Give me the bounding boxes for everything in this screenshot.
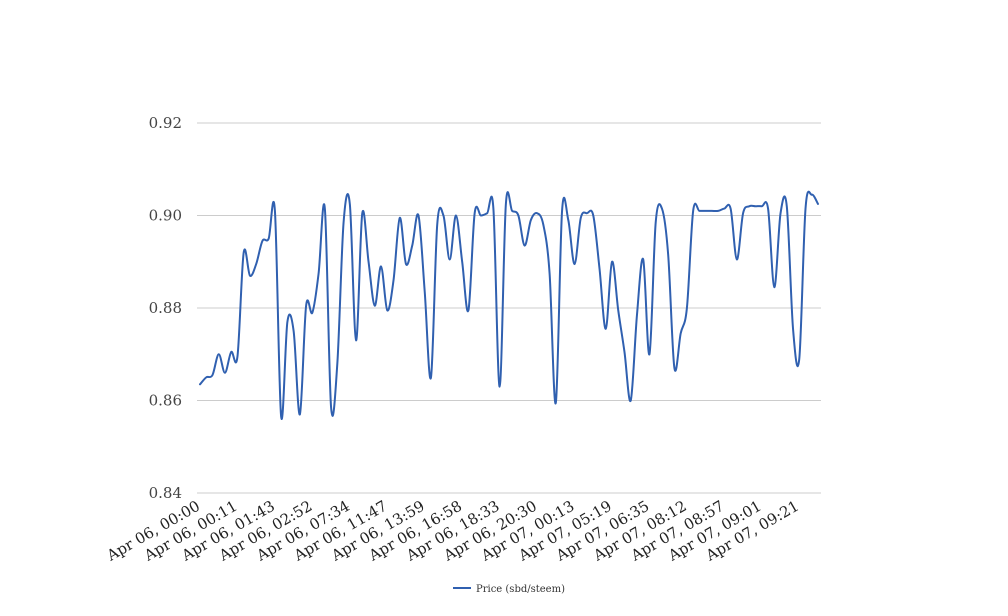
y-tick-label: 0.92 <box>149 114 182 132</box>
series-line-price <box>199 190 819 420</box>
y-tick-label: 0.88 <box>149 299 182 317</box>
legend-label: Price (sbd/steem) <box>476 584 565 595</box>
y-tick-label: 0.86 <box>149 392 182 410</box>
y-tick-label: 0.84 <box>149 484 182 502</box>
y-axis-tick-labels: 0.84 0.86 0.88 0.90 0.92 <box>149 114 182 502</box>
grid-lines <box>197 122 821 494</box>
legend: Price (sbd/steem) <box>453 584 565 595</box>
y-tick-label: 0.90 <box>149 207 182 225</box>
